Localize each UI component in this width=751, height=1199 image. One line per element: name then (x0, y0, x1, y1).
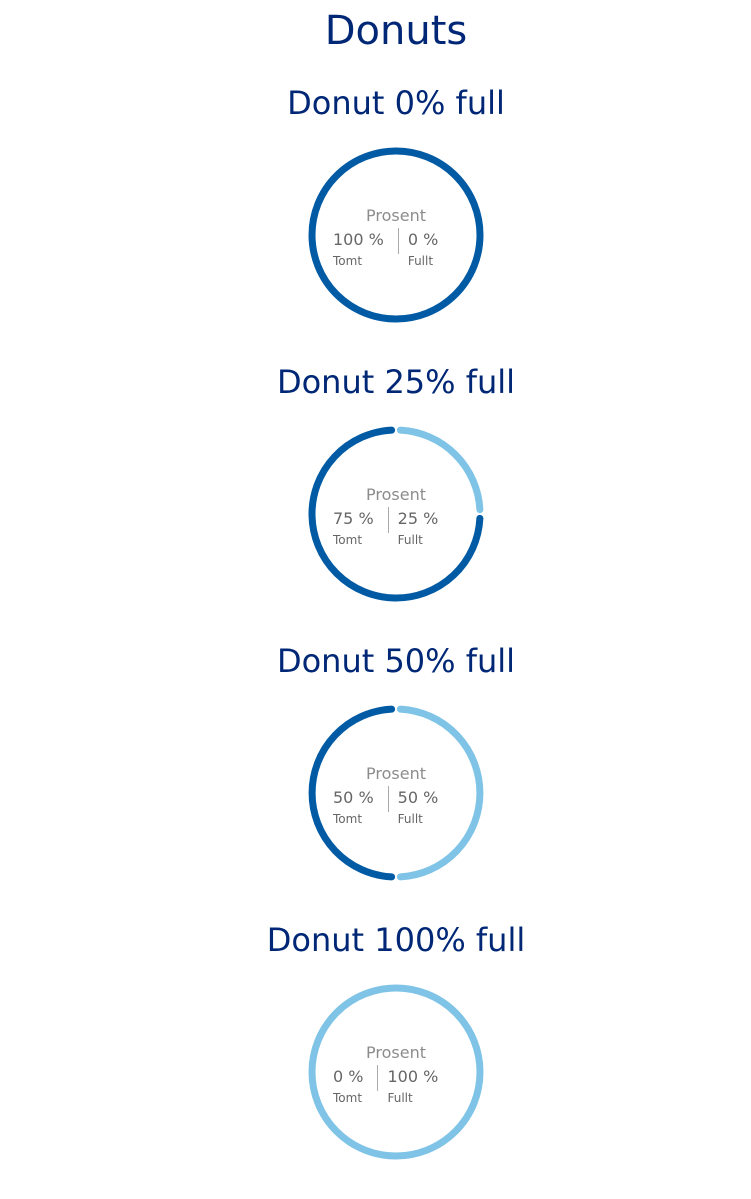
donut-ring (308, 705, 484, 881)
center-label: Prosent (366, 764, 426, 783)
full-label: Fullt (387, 1091, 413, 1105)
full-segment (396, 705, 484, 881)
full-value: 50 % (397, 788, 439, 807)
stat-divider (387, 507, 389, 533)
full-value: 100 % (387, 1067, 439, 1086)
empty-segment (308, 426, 484, 602)
donut-chart-25: Donut 25% full Prosent 75 % Tomt 25 % Fu… (0, 362, 751, 641)
empty-stat: 50 % Tomt (333, 788, 374, 826)
empty-stat: 100 % Tomt (333, 230, 384, 268)
full-label: Fullt (397, 533, 423, 547)
empty-value: 75 % (333, 509, 374, 528)
chart-title: Donut 100% full (266, 921, 526, 959)
donut-ring (308, 984, 484, 1160)
full-label: Fullt (407, 254, 434, 268)
page-title: Donuts (324, 8, 468, 54)
stat-divider (377, 1065, 379, 1091)
empty-value: 50 % (333, 788, 374, 807)
center-label: Prosent (366, 485, 426, 504)
stat-divider (397, 228, 399, 254)
full-stat: 100 % Fullt (387, 1067, 438, 1105)
full-value: 0 % (407, 230, 439, 249)
chart-title: Donut 25% full (276, 363, 516, 401)
empty-value: 100 % (333, 230, 384, 249)
empty-stat: 0 % Tomt (333, 1067, 363, 1105)
empty-label: Tomt (333, 533, 363, 547)
chart-title: Donut 50% full (276, 642, 516, 680)
empty-label: Tomt (333, 812, 363, 826)
full-label: Fullt (397, 812, 423, 826)
full-segment (308, 984, 484, 1160)
donut-chart-50: Donut 50% full Prosent 50 % Tomt 50 % Fu… (0, 641, 751, 920)
center-label: Prosent (366, 206, 426, 225)
stat-divider (387, 786, 389, 812)
empty-segment (308, 705, 396, 881)
empty-segment (308, 147, 484, 323)
donut-chart-100: Donut 100% full Prosent 0 % Tomt 100 % F… (0, 920, 751, 1199)
full-segment (396, 426, 484, 514)
donut-ring (308, 426, 484, 602)
empty-stat: 75 % Tomt (333, 509, 374, 547)
donut-chart-0: Donut 0% full Prosent 100 % Tomt 0 % Ful… (0, 83, 751, 362)
full-stat: 50 % Fullt (398, 788, 439, 826)
full-value: 25 % (397, 509, 439, 528)
donut-ring (308, 147, 484, 323)
empty-label: Tomt (333, 1091, 363, 1105)
center-label: Prosent (366, 1043, 426, 1062)
full-stat: 0 % Fullt (408, 230, 438, 268)
empty-value: 0 % (333, 1067, 364, 1086)
chart-title: Donut 0% full (287, 84, 505, 122)
full-stat: 25 % Fullt (398, 509, 439, 547)
empty-label: Tomt (333, 254, 363, 268)
